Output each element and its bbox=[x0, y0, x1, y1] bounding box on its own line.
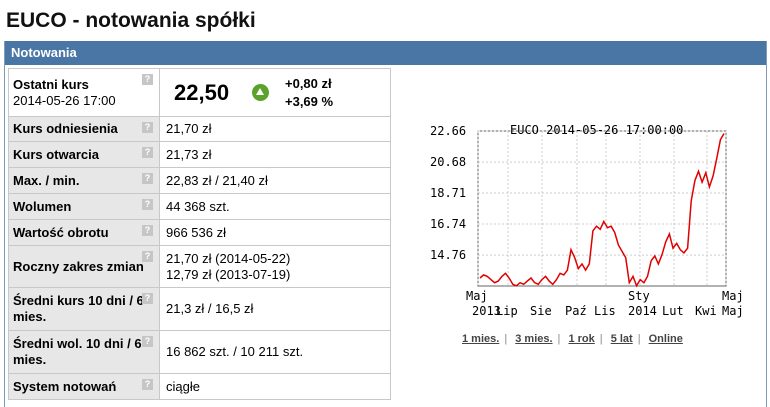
table-row: Średni kurs 10 dni / 6 mies.? 21,3 zł / … bbox=[8, 287, 391, 331]
x-tick-label: Maj bbox=[722, 289, 744, 303]
last-price-cell: 22,50 +0,80 zł +3,69 % bbox=[159, 68, 391, 117]
section-header: Notowania bbox=[5, 41, 766, 65]
y-tick-label: 22.66 bbox=[430, 124, 466, 138]
x-tick-label: Sie bbox=[530, 304, 552, 318]
x-tick-label: Paź bbox=[565, 304, 587, 318]
x-tick-label: Maj bbox=[722, 304, 744, 318]
range-link-1y[interactable]: 1 rok bbox=[568, 333, 595, 345]
help-icon[interactable]: ? bbox=[142, 122, 153, 133]
range-link-5y[interactable]: 5 lat bbox=[610, 333, 633, 345]
quote-table: Ostatni kurs 2014-05-26 17:00 ? 22,50 +0… bbox=[8, 68, 391, 400]
row-value: 22,83 zł / 21,40 zł bbox=[159, 167, 391, 194]
y-tick-label: 16.74 bbox=[430, 217, 466, 231]
row-label: Roczny zakres zmian? bbox=[8, 245, 160, 288]
row-label: Kurs odniesienia? bbox=[8, 116, 160, 142]
last-price-label: Ostatni kurs bbox=[13, 76, 89, 92]
row-label: Kurs otwarcia? bbox=[8, 141, 160, 168]
quote-panel: Notowania Ostatni kurs 2014-05-26 17:00 … bbox=[4, 41, 767, 407]
chart-title: EUCO 2014-05-26 17:00:00 bbox=[510, 123, 683, 137]
range-link-1m[interactable]: 1 mies. bbox=[462, 333, 500, 345]
row-label: Max. / min.? bbox=[8, 167, 160, 194]
range-link-online[interactable]: Online bbox=[648, 333, 683, 345]
row-value: 21,73 zł bbox=[159, 141, 391, 168]
help-icon[interactable]: ? bbox=[142, 225, 153, 236]
help-icon[interactable]: ? bbox=[142, 379, 153, 390]
plot-area bbox=[477, 130, 727, 287]
table-row: Średni wol. 10 dni / 6 mies.? 16 862 szt… bbox=[8, 330, 391, 374]
x-tick-label: Lip bbox=[496, 304, 518, 318]
row-value: 966 536 zł bbox=[159, 219, 391, 246]
page-title: EUCO - notowania spółki bbox=[6, 9, 256, 32]
x-tick-label: Kwi bbox=[695, 304, 717, 318]
arrow-up-icon bbox=[252, 84, 269, 101]
price-line bbox=[479, 133, 725, 288]
help-icon[interactable]: ? bbox=[142, 199, 153, 210]
help-icon[interactable]: ? bbox=[142, 251, 153, 262]
x-tick-label: Lis bbox=[594, 304, 616, 318]
row-value: 21,70 zł bbox=[159, 116, 391, 142]
help-icon[interactable]: ? bbox=[142, 74, 153, 85]
x-tick-label: Lut bbox=[662, 304, 684, 318]
table-row: Kurs odniesienia? 21,70 zł bbox=[8, 116, 391, 142]
table-row: Roczny zakres zmian? 21,70 zł (2014-05-2… bbox=[8, 245, 391, 288]
table-row: Wolumen? 44 368 szt. bbox=[8, 193, 391, 220]
x-tick-label: 2014 bbox=[628, 304, 657, 318]
table-row: Max. / min.? 22,83 zł / 21,40 zł bbox=[8, 167, 391, 194]
row-value: 16 862 szt. / 10 211 szt. bbox=[159, 330, 391, 374]
row-label: Wartość obrotu? bbox=[8, 219, 160, 246]
y-tick-label: 18.71 bbox=[430, 186, 466, 200]
quote-datetime: 2014-05-26 17:00 bbox=[13, 92, 116, 108]
row-value: ciągłe bbox=[159, 373, 391, 400]
table-row: Ostatni kurs 2014-05-26 17:00 ? 22,50 +0… bbox=[8, 68, 391, 117]
y-tick-label: 20.68 bbox=[430, 155, 466, 169]
range-links: 1 mies. | 3 mies. | 1 rok | 5 lat | Online bbox=[462, 333, 683, 345]
row-label: Średni kurs 10 dni / 6 mies.? bbox=[8, 287, 160, 331]
x-tick-label: 2013 bbox=[472, 304, 501, 318]
row-value: 44 368 szt. bbox=[159, 193, 391, 220]
row-label: Wolumen? bbox=[8, 193, 160, 220]
help-icon[interactable]: ? bbox=[142, 147, 153, 158]
help-icon[interactable]: ? bbox=[142, 336, 153, 347]
last-price: 22,50 bbox=[174, 79, 230, 105]
row-value: 21,3 zł / 16,5 zł bbox=[159, 287, 391, 331]
table-row: System notowań? ciągłe bbox=[8, 373, 391, 400]
change-abs: +0,80 zł bbox=[285, 75, 332, 91]
change-pct: +3,69 % bbox=[285, 93, 334, 109]
x-tick-label: Maj bbox=[466, 289, 488, 303]
table-row: Wartość obrotu? 966 536 zł bbox=[8, 219, 391, 246]
row-value: 21,70 zł (2014-05-22) 12,79 zł (2013-07-1… bbox=[159, 245, 391, 288]
y-tick-label: 14.76 bbox=[430, 248, 466, 262]
last-price-label-cell: Ostatni kurs 2014-05-26 17:00 ? bbox=[8, 68, 160, 117]
row-label: Średni wol. 10 dni / 6 mies.? bbox=[8, 330, 160, 374]
table-row: Kurs otwarcia? 21,73 zł bbox=[8, 141, 391, 168]
help-icon[interactable]: ? bbox=[142, 293, 153, 304]
range-link-3m[interactable]: 3 mies. bbox=[515, 333, 553, 345]
x-tick-label: Sty bbox=[628, 289, 650, 303]
help-icon[interactable]: ? bbox=[142, 173, 153, 184]
row-label: System notowań? bbox=[8, 373, 160, 400]
